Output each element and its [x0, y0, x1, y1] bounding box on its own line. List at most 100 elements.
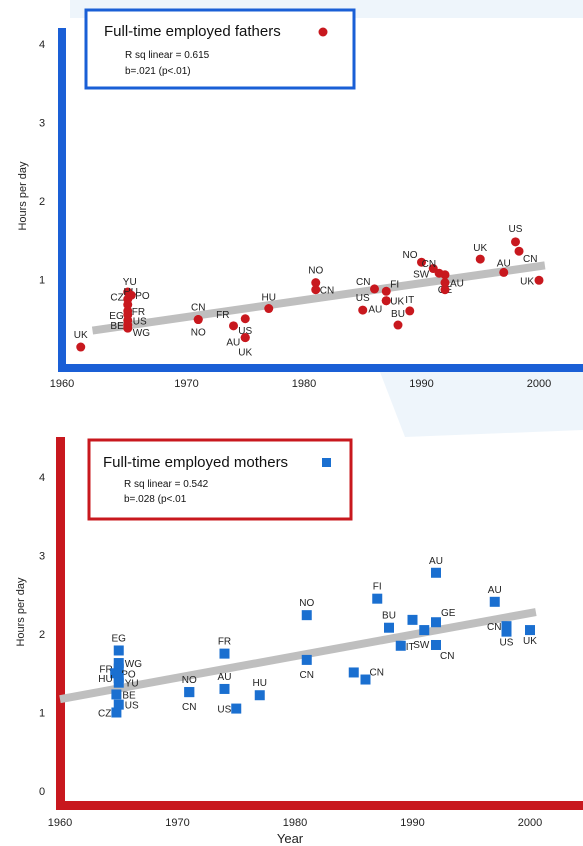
x-tick-label: 1960: [50, 378, 74, 390]
data-point-label: US: [133, 316, 147, 327]
data-point-label: CZ: [98, 709, 111, 720]
data-point: [240, 333, 250, 343]
data-point: [372, 593, 383, 604]
data-point-label: CZ: [110, 293, 123, 304]
mothers-legend-marker: [322, 458, 331, 467]
data-point-label: YU: [125, 679, 139, 690]
fathers-points: UKYUHUCZPOFREGUSBEWGCNNOFRUSAUUKHUNOCNUS…: [74, 224, 544, 359]
data-point-label: FR: [216, 310, 229, 321]
data-point-label: CN: [182, 702, 196, 713]
data-point: [525, 625, 535, 636]
data-point: [431, 617, 441, 628]
y-tick-label: 1: [39, 275, 45, 287]
y-tick-label: 2: [39, 629, 45, 641]
mothers-y-axis-title: Hours per day: [15, 577, 27, 647]
data-point: [123, 323, 133, 333]
fathers-y-axis-title: Hours per day: [17, 161, 29, 231]
x-tick-label: 1990: [409, 378, 433, 390]
data-point-label: AU: [218, 672, 232, 683]
data-point-label: AU: [368, 305, 382, 316]
data-point-label: FR: [218, 637, 231, 648]
data-point: [311, 278, 321, 288]
data-point: [229, 321, 238, 331]
data-point: [393, 320, 403, 330]
data-point-label: CN: [422, 259, 436, 270]
data-point-label: AU: [488, 585, 502, 596]
fathers-legend-box: [84, 8, 356, 90]
data-point-label: SW: [413, 270, 430, 281]
data-point: [534, 275, 544, 285]
data-point: [301, 654, 312, 665]
data-point-label: IT: [406, 642, 415, 653]
data-point-label: CN: [487, 622, 501, 633]
data-point-label: WG: [125, 659, 142, 670]
mothers-y-tick-labels: 0 1 2 3 4: [39, 472, 45, 798]
data-point: [184, 687, 195, 698]
data-point: [113, 658, 124, 669]
data-point: [440, 285, 450, 295]
x-tick-label: 1970: [174, 378, 198, 390]
data-point: [254, 690, 265, 701]
data-point-label: FI: [373, 582, 382, 593]
data-point-label: UK: [523, 636, 537, 647]
data-point-label: EG: [109, 311, 124, 322]
data-point-label: US: [509, 224, 523, 235]
data-point-label: YU: [123, 277, 137, 288]
data-point: [407, 614, 418, 625]
data-point: [440, 278, 450, 288]
data-point-label: CN: [191, 303, 205, 314]
data-point-label: CN: [320, 286, 334, 297]
x-tick-label: 1990: [400, 817, 424, 829]
x-tick-label: 1980: [283, 817, 307, 829]
y-tick-label: 2: [39, 196, 45, 208]
data-point: [501, 626, 512, 637]
x-tick-label: 2000: [518, 817, 542, 829]
data-point: [219, 683, 230, 694]
data-point: [384, 622, 394, 633]
data-point: [417, 257, 426, 267]
data-point-label: AU: [450, 279, 464, 290]
data-point-label: UK: [390, 297, 404, 308]
y-tick-label: 3: [39, 118, 45, 130]
data-point: [219, 648, 230, 659]
data-point-label: HU: [262, 293, 276, 304]
x-tick-label: 1970: [165, 817, 189, 829]
data-point: [348, 667, 359, 678]
data-point-label: NO: [299, 598, 314, 609]
data-point-label: US: [238, 326, 252, 337]
data-point-label: CN: [300, 670, 314, 681]
y-tick-label: 4: [39, 472, 45, 484]
data-point-label: FR: [132, 307, 145, 318]
data-point: [489, 596, 500, 607]
data-point-label: CN: [356, 277, 370, 288]
fathers-x-tick-labels: 1960 1970 1980 1990 2000: [50, 378, 551, 390]
data-point-label: GE: [441, 608, 456, 619]
data-point: [501, 621, 512, 632]
data-point: [370, 284, 379, 294]
fathers-legend-marker: [318, 27, 328, 37]
data-point-label: SW: [413, 640, 430, 651]
data-point-label: UK: [520, 276, 534, 287]
data-point-label: UK: [473, 243, 487, 254]
fathers-x-axis-bar: [58, 364, 583, 372]
mothers-legend-b: b=.028 (p<.01: [124, 494, 187, 505]
data-point: [431, 639, 441, 650]
data-point: [360, 674, 371, 685]
data-point: [113, 699, 124, 710]
background-panel-middle: [380, 372, 583, 437]
data-point-label: AU: [226, 338, 240, 349]
data-point: [475, 254, 485, 264]
data-point: [358, 305, 368, 315]
data-point-label: NO: [308, 266, 323, 277]
data-point-label: HU: [98, 674, 112, 685]
fathers-y-axis-bar: [58, 28, 66, 372]
y-tick-label: 3: [39, 551, 45, 563]
data-point: [231, 703, 242, 714]
data-point-label: BE: [110, 321, 124, 332]
data-point-label: NO: [191, 328, 206, 339]
data-point: [440, 270, 450, 280]
data-point: [419, 625, 430, 636]
